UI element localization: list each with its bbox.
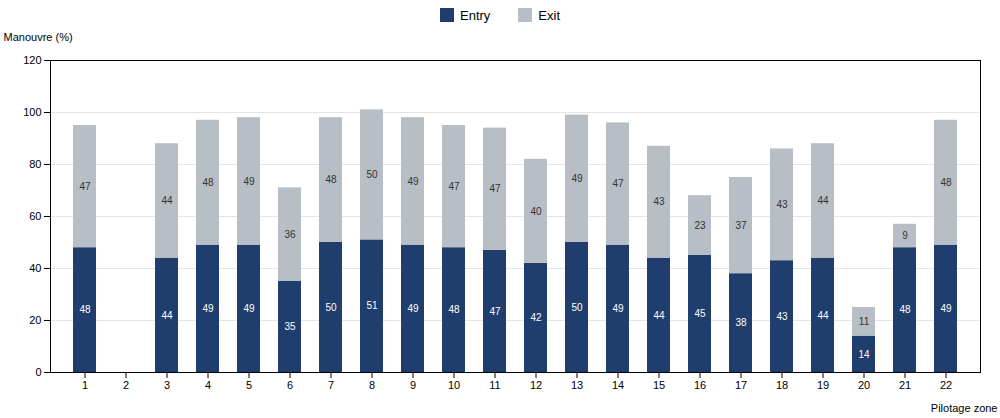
- svg-text:38: 38: [735, 317, 747, 328]
- svg-text:49: 49: [243, 176, 255, 187]
- svg-text:48: 48: [325, 174, 337, 185]
- svg-text:20: 20: [29, 314, 41, 326]
- svg-text:45: 45: [694, 308, 706, 319]
- svg-text:50: 50: [571, 302, 583, 313]
- svg-text:35: 35: [284, 321, 296, 332]
- svg-text:Manouvre (%): Manouvre (%): [4, 31, 73, 43]
- svg-text:47: 47: [79, 181, 91, 192]
- svg-text:48: 48: [202, 177, 214, 188]
- svg-text:7: 7: [328, 379, 334, 391]
- svg-text:36: 36: [284, 229, 296, 240]
- svg-text:14: 14: [858, 349, 870, 360]
- svg-text:49: 49: [612, 303, 624, 314]
- svg-text:60: 60: [29, 210, 41, 222]
- svg-text:49: 49: [940, 303, 952, 314]
- svg-text:49: 49: [202, 303, 214, 314]
- html-text:Entry: Entry: [460, 7, 491, 23]
- svg-text:16: 16: [694, 379, 706, 391]
- svg-text:11: 11: [859, 316, 870, 327]
- svg-text:19: 19: [817, 379, 829, 391]
- svg-text:2: 2: [123, 379, 129, 391]
- svg-text:43: 43: [653, 196, 665, 207]
- svg-text:13: 13: [571, 379, 583, 391]
- svg-text:14: 14: [612, 379, 624, 391]
- svg-text:47: 47: [448, 181, 460, 192]
- svg-text:8: 8: [369, 379, 375, 391]
- svg-text:50: 50: [325, 302, 337, 313]
- svg-text:42: 42: [530, 312, 542, 323]
- svg-text:9: 9: [902, 230, 908, 241]
- svg-text:48: 48: [940, 177, 952, 188]
- svg-text:15: 15: [653, 379, 665, 391]
- svg-text:48: 48: [448, 304, 460, 315]
- svg-text:5: 5: [246, 379, 252, 391]
- svg-text:47: 47: [489, 306, 501, 317]
- svg-text:100: 100: [23, 106, 41, 118]
- svg-text:17: 17: [735, 379, 747, 391]
- svg-text:48: 48: [899, 304, 911, 315]
- svg-text:9: 9: [410, 379, 416, 391]
- svg-text:3: 3: [164, 379, 170, 391]
- svg-text:40: 40: [29, 262, 41, 274]
- svg-text:37: 37: [735, 220, 747, 231]
- svg-text:Pilotage zone: Pilotage zone: [931, 402, 998, 414]
- svg-text:21: 21: [899, 379, 911, 391]
- svg-text:4: 4: [205, 379, 211, 391]
- svg-text:49: 49: [407, 303, 419, 314]
- svg-text:12: 12: [530, 379, 542, 391]
- svg-text:0: 0: [35, 366, 41, 378]
- svg-text:43: 43: [776, 199, 788, 210]
- svg-text:51: 51: [366, 300, 378, 311]
- svg-text:50: 50: [366, 169, 378, 180]
- svg-text:44: 44: [161, 310, 173, 321]
- svg-text:43: 43: [776, 311, 788, 322]
- svg-text:11: 11: [489, 379, 500, 391]
- svg-text:10: 10: [448, 379, 460, 391]
- html-text:Exit: Exit: [538, 7, 560, 23]
- svg-text:48: 48: [79, 304, 91, 315]
- svg-text:44: 44: [817, 310, 829, 321]
- svg-text:18: 18: [776, 379, 788, 391]
- svg-text:1: 1: [82, 379, 88, 391]
- svg-text:22: 22: [940, 379, 952, 391]
- svg-text:49: 49: [571, 173, 583, 184]
- svg-text:49: 49: [243, 303, 255, 314]
- svg-text:47: 47: [489, 183, 501, 194]
- svg-text:44: 44: [653, 310, 665, 321]
- svg-text:120: 120: [23, 54, 41, 66]
- svg-text:49: 49: [407, 176, 419, 187]
- svg-text:23: 23: [694, 220, 706, 231]
- svg-text:47: 47: [612, 178, 624, 189]
- svg-text:20: 20: [858, 379, 870, 391]
- svg-text:40: 40: [530, 206, 542, 217]
- svg-text:80: 80: [29, 158, 41, 170]
- svg-text:44: 44: [161, 195, 173, 206]
- svg-text:44: 44: [817, 195, 829, 206]
- svg-text:6: 6: [287, 379, 293, 391]
